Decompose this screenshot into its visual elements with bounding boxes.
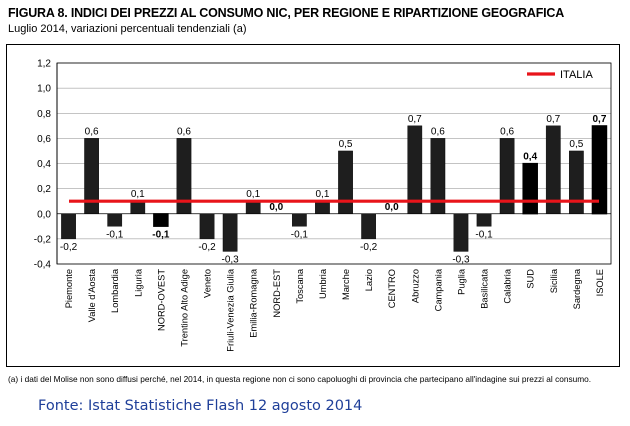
x-tick-label: Campania <box>433 268 443 311</box>
bar <box>499 138 515 214</box>
y-tick-label: 1,0 <box>37 84 51 95</box>
bar-value-label: 0,6 <box>85 126 99 137</box>
x-tick-label: Sicilia <box>549 268 559 293</box>
x-tick-label: Puglia <box>456 268 466 295</box>
x-tick-label: Friuli-Venezia Giulia <box>226 268 236 352</box>
x-tick-label: Piemonte <box>64 269 74 308</box>
x-tick-label: Abruzzo <box>410 269 420 303</box>
x-tick-label: Marche <box>341 269 351 300</box>
bar-value-label: 0,1 <box>131 189 145 200</box>
bar <box>153 213 169 227</box>
x-tick-label: Sardegna <box>572 268 582 309</box>
bar-value-label: 0,6 <box>177 126 191 137</box>
x-tick-label: NORD-OVEST <box>156 269 166 331</box>
x-tick-label: Toscana <box>295 268 305 303</box>
bar <box>222 213 238 252</box>
source-note: Fonte: Istat Statistiche Flash 12 agosto… <box>38 398 363 414</box>
x-tick-label: Liguria <box>133 268 143 297</box>
bar-value-label: -0,2 <box>198 242 216 253</box>
bar-value-label: 0,1 <box>246 189 260 200</box>
bar <box>107 213 123 227</box>
bar <box>407 125 423 214</box>
bar-chart: -0,4 -0,2 0,0 0,2 0,4 0,6 0,8 1,0 1,2 -0,2 Piemont… <box>34 59 612 352</box>
bar-value-label: 0,7 <box>593 114 607 125</box>
bar <box>453 213 469 252</box>
bar-value-label: -0,1 <box>475 229 493 240</box>
bar <box>545 125 561 214</box>
x-tick-label: Trentino Alto Adige <box>179 269 189 347</box>
bar <box>338 150 353 214</box>
footnote: (a) i dati del Molise non sono diffusi p… <box>8 374 592 384</box>
bar <box>245 200 261 214</box>
y-tick-label: -0,4 <box>34 260 52 271</box>
x-tick-label: NORD-EST <box>272 269 282 318</box>
bar <box>430 138 446 214</box>
bar-value-label: 0,7 <box>546 114 560 125</box>
x-tick-label: Veneto <box>203 269 213 298</box>
bar-value-label: -0,3 <box>222 254 240 265</box>
bar <box>176 138 192 214</box>
bar-value-label: -0,2 <box>60 242 78 253</box>
y-tick-label: -0,2 <box>34 234 52 245</box>
bar-value-label: 0,4 <box>523 152 537 163</box>
y-tick-label: 0,2 <box>37 184 51 195</box>
x-tick-label: Emilia-Romagna <box>249 268 259 338</box>
bar <box>476 213 492 227</box>
bar-value-label: 0,0 <box>385 202 399 213</box>
chart-subtitle: Luglio 2014, variazioni percentuali tend… <box>8 23 247 35</box>
x-tick-label: Umbria <box>318 268 328 299</box>
bar-value-label: 0,6 <box>500 126 514 137</box>
bar <box>61 213 76 240</box>
y-tick-label: 0,6 <box>37 134 51 145</box>
bar-value-label: 0,0 <box>269 202 283 213</box>
bar-value-label: -0,3 <box>452 254 470 265</box>
bar-value-label: -0,2 <box>360 242 378 253</box>
bar-value-label: -0,1 <box>152 229 170 240</box>
y-tick-label: 0,8 <box>37 109 51 120</box>
x-tick-label: ISOLE <box>595 269 605 296</box>
x-tick-label: Basilicata <box>480 268 490 309</box>
chart-title: FIGURA 8. INDICI DEI PREZZI AL CONSUMO N… <box>8 6 565 20</box>
bar-value-label: -0,1 <box>291 229 309 240</box>
bar-value-label: 0,1 <box>316 189 330 200</box>
legend-label: ITALIA <box>560 69 593 81</box>
x-tick-label: Lombardia <box>110 268 120 313</box>
bar-value-label: 0,7 <box>408 114 422 125</box>
bar-value-label: -0,1 <box>106 229 124 240</box>
bar <box>522 162 538 215</box>
bar <box>315 200 330 214</box>
bar <box>84 138 99 214</box>
x-tick-label: CENTRO <box>387 269 397 308</box>
x-tick-label: SUD <box>526 269 536 289</box>
bar-value-label: 0,5 <box>339 139 353 150</box>
chart-frame: -0,4 -0,2 0,0 0,2 0,4 0,6 0,8 1,0 1,2 -0,2 Piemont… <box>6 44 620 367</box>
bar <box>361 213 376 240</box>
bar <box>199 213 215 240</box>
y-tick-label: 0,4 <box>37 159 51 170</box>
x-tick-label: Calabria <box>503 268 513 303</box>
y-tick-label: 0,0 <box>37 209 51 220</box>
bar-value-label: 0,6 <box>431 126 445 137</box>
y-tick-label: 1,2 <box>37 59 51 70</box>
bar <box>591 125 608 215</box>
bar <box>569 150 584 214</box>
bar-value-label: 0,5 <box>569 139 583 150</box>
bar <box>292 213 307 227</box>
x-tick-label: Valle d'Aosta <box>87 268 97 322</box>
plot-area <box>56 62 612 265</box>
x-tick-label: Lazio <box>364 269 374 291</box>
bar <box>130 200 146 214</box>
